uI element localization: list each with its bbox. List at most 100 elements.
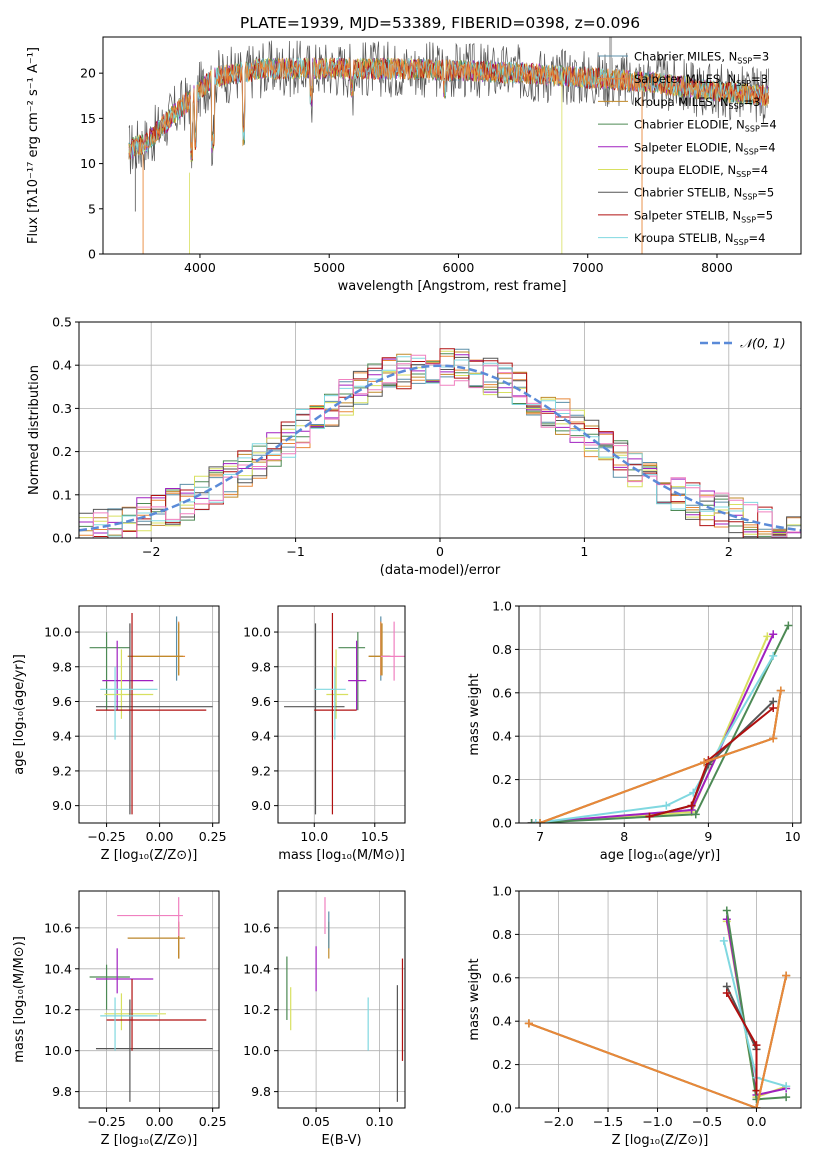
axes-frame <box>277 605 406 824</box>
error-bar <box>127 921 186 959</box>
mass-weight-marker <box>752 1104 761 1108</box>
mass-weight-marker <box>784 621 793 630</box>
y-tick-label: 15 <box>80 111 96 126</box>
mass-weight-marker <box>722 906 731 915</box>
axes-frame <box>518 890 802 1109</box>
x-tick-label: −1.5 <box>593 1114 623 1129</box>
legend-item: Salpeter ELODIE, NSSP=4 <box>598 140 776 156</box>
y-axis-label: Normed distribution <box>27 365 42 495</box>
x-tick-label: −0.25 <box>87 829 125 844</box>
y-tick-label: 5 <box>88 201 96 216</box>
y-tick-label: 10.2 <box>44 1002 72 1017</box>
x-axis-label: Z [log₁₀(Z/Z⊙)] <box>101 1133 198 1148</box>
x-tick-label: −0.25 <box>87 1114 125 1129</box>
y-tick-label: 10.0 <box>243 625 271 640</box>
legend-item: Salpeter MILES, NSSP=3 <box>598 72 768 88</box>
error-bar <box>338 632 366 711</box>
y-tick-label: 9.6 <box>52 694 72 709</box>
mass-weight-line <box>649 707 774 818</box>
mass-weight-marker <box>645 812 654 821</box>
error-bar <box>89 964 130 1010</box>
axes-frame <box>102 36 802 255</box>
mass-vs-extinction-plot: 0.05 0.10 9.8 10.0 10.2 10.4 10.6 E(B-V) <box>243 890 406 1148</box>
x-tick-label: 1 <box>580 544 588 559</box>
x-tick-label: 2 <box>725 544 733 559</box>
error-bar <box>104 649 154 719</box>
error-bar <box>100 997 158 1051</box>
legend-label: Chabrier MILES, NSSP=3 <box>634 50 769 66</box>
y-tick-label: 9.4 <box>52 729 72 744</box>
error-bar <box>127 921 186 959</box>
mass-weight-vs-metallicity-plot: −2.0 −1.5 −1.0 −0.5 0.0 0.0 0.2 0.4 0.6 0.8 1.0 Z [… <box>467 884 802 1148</box>
error-bar <box>380 621 405 681</box>
legend-item: Chabrier STELIB, NSSP=5 <box>598 186 774 202</box>
y-tick-label: 10.6 <box>243 920 271 935</box>
y-tick-label: 10.6 <box>44 920 72 935</box>
legend-label: Salpeter ELODIE, NSSP=4 <box>634 140 776 156</box>
plot-area <box>89 612 213 815</box>
histogram-step <box>79 348 801 538</box>
y-tick-label: 0.8 <box>492 642 512 657</box>
mass-weight-marker <box>536 819 545 823</box>
y-tick-label: 9.0 <box>52 798 72 813</box>
y-tick-label: 9.8 <box>52 659 72 674</box>
mass-weight-marker <box>769 703 778 712</box>
mass-weight-vs-age-plot: 7 8 9 10 0.0 0.2 0.4 0.6 0.8 1.0 age [log₁₀(age/yr… <box>467 599 802 863</box>
plot-area <box>284 612 405 815</box>
age-vs-mass-plot: 10.0 10.5 9.0 9.2 9.4 9.6 9.8 10.0 mass [log₁₀(M… <box>243 605 406 863</box>
mass-weight-marker <box>769 651 778 660</box>
mass-weight-marker <box>719 936 728 945</box>
legend-item: Kroupa STELIB, NSSP=4 <box>598 231 765 247</box>
mass-weight-line <box>535 655 775 823</box>
x-tick-label: 6000 <box>443 260 475 275</box>
plot-area <box>89 897 213 1102</box>
error-bar <box>368 621 391 676</box>
error-bar <box>100 666 158 740</box>
error-bar <box>89 632 130 711</box>
mass-weight-series <box>536 686 785 823</box>
mass-weight-series <box>527 630 778 823</box>
normal-curve <box>79 364 801 532</box>
spectrum-legend: Chabrier MILES, NSSP=3 Salpeter MILES, NS… <box>598 50 777 247</box>
legend-item: Chabrier MILES, NSSP=3 <box>598 50 769 66</box>
mass-weight-series <box>722 988 761 1095</box>
mass-weight-marker <box>782 971 791 980</box>
mass-weight-marker <box>769 734 778 743</box>
x-tick-label: 9 <box>704 829 712 844</box>
x-tick-label: 0.25 <box>199 1114 227 1129</box>
mass-weight-marker <box>527 819 536 823</box>
mass-weight-marker <box>700 758 709 767</box>
error-bar <box>106 979 207 1051</box>
mass-weight-series <box>531 651 778 823</box>
plot-area <box>128 37 770 254</box>
axes-frame <box>518 605 802 824</box>
y-tick-label: 10.4 <box>243 961 271 976</box>
legend-label: 𝒩(0, 1) <box>740 336 786 351</box>
figure-title: PLATE=1939, MJD=53389, FIBERID=0398, z=0… <box>240 14 640 32</box>
y-axis-label: mass weight <box>467 958 482 1040</box>
mass-weight-marker <box>782 1082 791 1091</box>
error-bar <box>95 948 154 994</box>
x-tick-label: 10 <box>785 829 801 844</box>
spectrum-line <box>128 56 770 160</box>
mass-weight-line <box>528 975 788 1108</box>
error-bar <box>348 640 367 711</box>
y-tick-label: 9.2 <box>52 763 72 778</box>
y-tick-label: 9.8 <box>251 659 271 674</box>
x-tick-label: 0.00 <box>146 829 174 844</box>
x-tick-label: 5000 <box>313 260 345 275</box>
x-axis-label: mass [log₁₀(M/M⊙)] <box>278 848 405 863</box>
legend-item: Chabrier ELODIE, NSSP=4 <box>598 118 777 134</box>
mass-weight-line <box>539 690 782 823</box>
x-tick-label: 8 <box>620 829 628 844</box>
y-tick-label: 0.4 <box>492 729 512 744</box>
error-bar <box>104 993 166 1031</box>
mass-weight-series <box>719 936 791 1091</box>
y-tick-label: 20 <box>80 66 96 81</box>
x-axis-label: age [log₁₀(age/yr)] <box>600 848 721 863</box>
spectrum-plot: 4000 5000 6000 7000 8000 0 5 10 15 20 wavelength [… <box>26 36 802 294</box>
x-tick-label: 0.05 <box>302 1114 330 1129</box>
mass-weight-marker <box>752 1086 761 1095</box>
error-bar <box>102 640 154 711</box>
